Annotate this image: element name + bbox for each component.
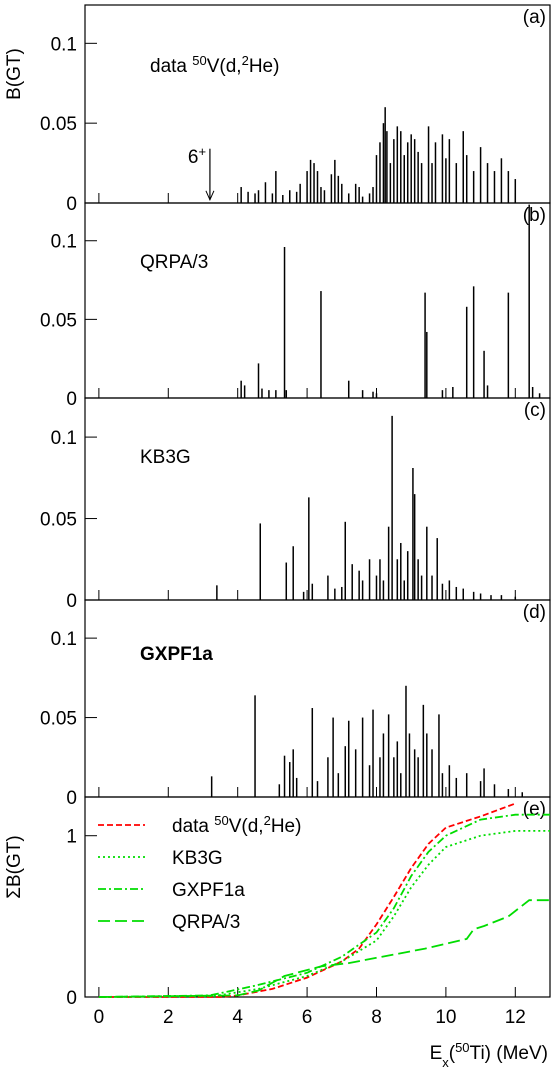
y-tick-label: 0	[66, 194, 77, 215]
panel-frame	[84, 202, 551, 399]
legend-label: data 50V(d,2He)	[172, 813, 301, 838]
panel-frame	[84, 599, 551, 798]
x-tick-label: 8	[371, 1007, 382, 1028]
y-tick-label: 0.05	[40, 510, 77, 531]
panel-label: (e)	[523, 799, 546, 820]
y-tick-label: 0.05	[40, 310, 77, 331]
x-axis-label-part: 50	[455, 1040, 469, 1055]
panel-label: (b)	[523, 205, 546, 226]
legend-label-part: GXPF1a	[172, 880, 245, 901]
series-line	[98, 813, 550, 998]
legend-label: GXPF1a	[172, 880, 245, 901]
legend-label-part: QRPA/3	[172, 912, 240, 933]
series-line	[98, 830, 550, 998]
x-axis-label-part: E	[430, 1043, 443, 1064]
y-tick-label: 0	[66, 591, 77, 612]
y-tick-label: 0.1	[51, 232, 77, 253]
panel-text-part: GXPF1a	[140, 644, 213, 665]
panel-text: data 50V(d,2He)	[150, 53, 279, 78]
x-tick-label: 10	[435, 1007, 456, 1028]
x-axis-label-part: Ti) (MeV)	[470, 1043, 548, 1064]
x-tick-label: 4	[232, 1007, 243, 1028]
panel-label: (c)	[524, 400, 546, 421]
x-tick-label: 6	[302, 1007, 313, 1028]
panel-text-part: KB3G	[140, 447, 191, 468]
x-tick-label: 2	[163, 1007, 174, 1028]
x-axis-label-part: x	[442, 1055, 449, 1069]
annotation: 6+	[188, 144, 206, 169]
panel-text: GXPF1a	[140, 644, 213, 665]
legend-label-part: He)	[271, 816, 302, 837]
y-tick-label: 0.1	[51, 34, 77, 55]
panel-frame	[84, 397, 551, 601]
legend-label-part: 2	[264, 813, 271, 828]
annotation-part: +	[199, 144, 207, 159]
y-tick-label: 0	[66, 788, 77, 809]
panel-frame	[84, 796, 551, 998]
legend-label: KB3G	[172, 848, 223, 869]
legend-label-part: KB3G	[172, 848, 223, 869]
panel-text-part: He)	[249, 56, 280, 77]
panel-text-part: QRPA/3	[140, 252, 208, 273]
y-tick-label: 0.1	[51, 629, 77, 650]
legend-label: QRPA/3	[172, 912, 240, 933]
panel-text-part: 2	[242, 53, 249, 68]
y-tick-label: 1	[66, 827, 77, 848]
y-tick-label: 0.1	[51, 428, 77, 449]
panel-label: (a)	[523, 7, 546, 28]
legend-label-part: V(d,	[229, 816, 264, 837]
panel-text: KB3G	[140, 447, 191, 468]
y-tick-label: 0	[66, 988, 77, 1009]
x-tick-label: 0	[94, 1007, 105, 1028]
x-axis-label: Ex(50Ti) (MeV)	[430, 1040, 548, 1069]
panel-label: (d)	[523, 602, 546, 623]
x-axis-label-part: (	[449, 1043, 456, 1064]
y-tick-label: 0	[66, 389, 77, 410]
panel-text-part: 50	[192, 53, 206, 68]
panel-text-part: data	[150, 56, 192, 77]
y-axis-label: B(GT)	[4, 48, 25, 100]
x-tick-label: 12	[505, 1007, 526, 1028]
panel-text: QRPA/3	[140, 252, 208, 273]
annotation-arrowhead	[205, 190, 215, 202]
panel-text-part: V(d,	[207, 56, 242, 77]
legend-label-part: data	[172, 816, 214, 837]
series-line	[98, 899, 550, 998]
y-tick-label: 0.05	[40, 114, 77, 135]
legend-label-part: 50	[214, 813, 228, 828]
y-tick-label: 0.05	[40, 709, 77, 730]
annotation-part: 6	[188, 147, 199, 168]
y-axis-label: ΣB(GT)	[4, 835, 25, 898]
